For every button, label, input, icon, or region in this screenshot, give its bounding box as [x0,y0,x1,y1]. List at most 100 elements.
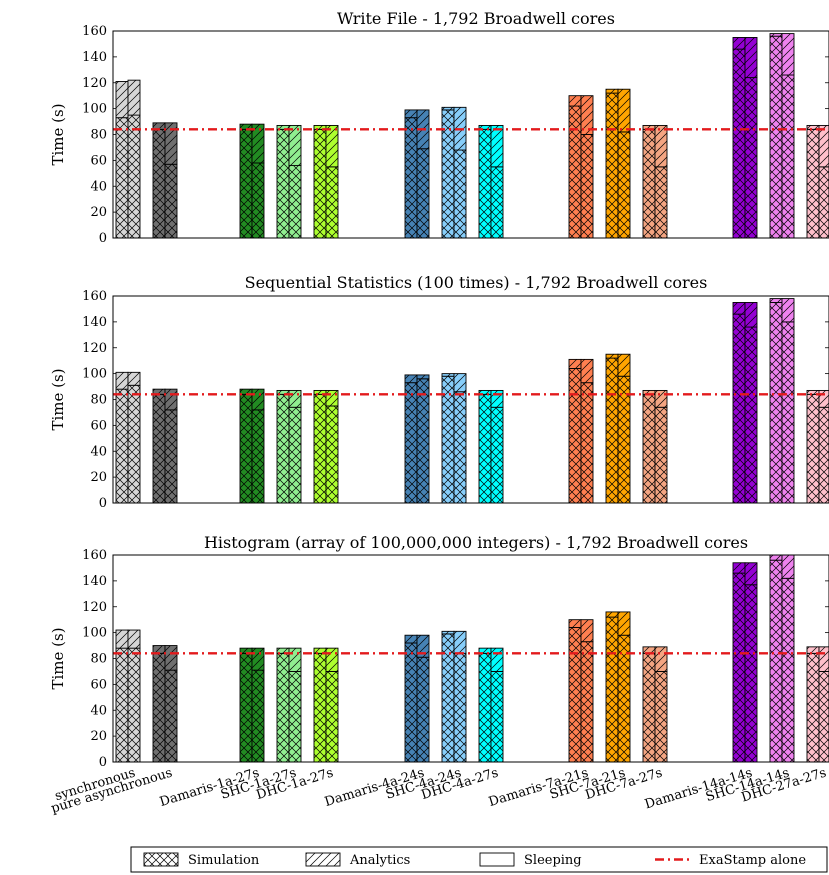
bar-simulation-hatch [569,106,581,238]
bar-simulation-hatch [240,653,252,762]
bar-simulation-hatch [491,671,503,762]
bar-simulation-hatch [326,405,338,503]
bar-analytics-hatch [405,374,417,383]
y-tick-label: 100 [82,367,107,382]
bar-simulation-hatch [252,670,264,762]
bar-analytics-hatch [606,354,618,359]
bar-analytics-hatch [314,390,326,395]
bar-simulation-hatch [479,394,491,503]
plot-frame [112,30,829,239]
y-axis-label: Time (s) [49,627,67,689]
bar-simulation-hatch [618,376,630,503]
bar-simulation-hatch [454,653,466,762]
bar-simulation-hatch [479,653,491,762]
bar-simulation-hatch [277,653,289,762]
bar-simulation-hatch [819,166,829,238]
bar-simulation-hatch [153,129,165,238]
bar-analytics-hatch [326,390,338,406]
bar-simulation-hatch [491,407,503,503]
bar-analytics-hatch [277,648,289,654]
y-tick-label: 80 [90,652,107,667]
bar-analytics-hatch [618,611,630,636]
panel-title: Sequential Statistics (100 times) - 1,79… [245,273,708,292]
bar-simulation-hatch [289,407,301,503]
bar-simulation-hatch [819,407,829,503]
bar-analytics-hatch [581,619,593,642]
bar-simulation-hatch [116,389,128,503]
bar-analytics-hatch [581,95,593,135]
y-tick-label: 140 [82,315,107,330]
y-tick-label: 80 [90,128,107,143]
bar-simulation-hatch [326,166,338,238]
bar-simulation-hatch [289,671,301,762]
bar-simulation-hatch [417,148,429,238]
y-tick-label: 40 [90,703,107,718]
bar-analytics-hatch [454,373,466,392]
bar-simulation-hatch [153,653,165,762]
bar-analytics-hatch [289,648,301,672]
bar-simulation-hatch [782,321,794,503]
bar-analytics-hatch [153,122,165,130]
y-tick-label: 20 [90,205,107,220]
bar-simulation-hatch [606,93,618,238]
bar-simulation-hatch [417,378,429,503]
bar-analytics-hatch [153,645,165,654]
bar-analytics-hatch [128,630,140,649]
bar-analytics-hatch [128,372,140,386]
y-axis-label: Time (s) [49,103,67,165]
bar-simulation-hatch [618,131,630,238]
y-tick-label: 60 [90,418,107,433]
bar-simulation-hatch [277,394,289,503]
y-tick-label: 140 [82,50,107,65]
bar-analytics-hatch [745,37,757,78]
bar-analytics-hatch [314,125,326,130]
legend-swatch [479,852,515,867]
bar-simulation-hatch [314,129,326,238]
bar-analytics-hatch [277,390,289,395]
bar-analytics-hatch [643,646,655,654]
y-tick-label: 100 [82,626,107,641]
bar-analytics-hatch [569,619,581,628]
y-tick-label: 60 [90,677,107,692]
bar-analytics-hatch [128,80,140,116]
plot-frame [112,295,829,504]
bar-simulation-hatch [479,129,491,238]
panel-1: Write File - 1,792 Broadwell cores Time (… [49,9,829,246]
legend-label: Sleeping [524,853,582,868]
bar-analytics-hatch [405,635,417,643]
bar-analytics-hatch [569,359,581,369]
bar-analytics-hatch [770,33,782,37]
bar-simulation-hatch [252,162,264,238]
bar-analytics-hatch [770,555,782,561]
bar-analytics-hatch [405,109,417,118]
bar-analytics-hatch [289,125,301,166]
panel-title: Write File - 1,792 Broadwell cores [337,9,615,28]
bar-simulation-hatch [240,129,252,238]
bar-simulation-hatch [442,376,454,503]
bar-analytics-hatch [745,562,757,585]
bar-analytics-hatch [655,125,667,167]
bar-analytics-hatch [618,354,630,377]
bar-simulation-hatch [606,358,618,503]
bar-analytics-hatch [442,631,454,634]
bar-simulation-hatch [165,670,177,762]
bar-simulation-hatch [116,117,128,238]
bar-simulation-hatch [770,36,782,238]
bar-analytics-hatch [314,648,326,654]
legend-label: ExaStamp alone [699,853,806,868]
y-tick-label: 20 [90,729,107,744]
bar-analytics-hatch [819,646,829,672]
y-tick-label: 160 [82,289,107,304]
bar-analytics-hatch [782,33,794,75]
bar-simulation-hatch [581,382,593,503]
bar-simulation-hatch [782,74,794,238]
bar-analytics-hatch [289,390,301,408]
bar-analytics-hatch [326,648,338,672]
bar-simulation-hatch [454,391,466,503]
bar-simulation-hatch [153,394,165,503]
bar-analytics-hatch [442,107,454,110]
bar-simulation-hatch [643,394,655,503]
bar-simulation-hatch [569,368,581,503]
bar-analytics-hatch [454,631,466,654]
bar-simulation-hatch [655,671,667,762]
